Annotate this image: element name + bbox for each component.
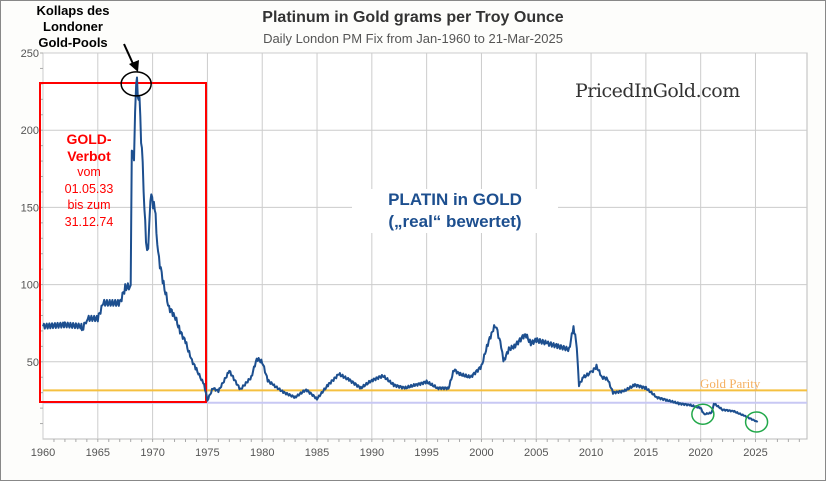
main-annotation-line-2: („real“ bewertet): [388, 212, 522, 231]
x-tick-label: 1960: [31, 447, 55, 459]
x-tick-label: 2000: [469, 447, 493, 459]
ban-line-2: Verbot: [67, 147, 111, 164]
ban-line-1: GOLD-: [66, 131, 112, 147]
ban-line-5: bis zum: [67, 198, 111, 212]
x-tick-label: 1985: [305, 447, 329, 459]
x-tick-label: 2025: [743, 447, 767, 459]
ban-line-6: 31.12.74: [64, 214, 114, 229]
collapse-annotation: Kollaps des Londoner Gold-Pools: [18, 3, 128, 51]
y-tick-label: 50: [27, 357, 39, 369]
x-tick-label: 1995: [414, 447, 438, 459]
x-tick-label: 1980: [250, 447, 274, 459]
x-tick-label: 2015: [634, 447, 658, 459]
x-tick-label: 2020: [688, 447, 712, 459]
collapse-line-3: Gold-Pools: [38, 35, 108, 50]
plot-area: [42, 52, 808, 440]
x-tick-label: 1975: [195, 447, 219, 459]
collapse-line-2: Londoner: [43, 19, 103, 34]
highlight-circle: [120, 71, 152, 97]
gold-ban-annotation: GOLD- Verbot vom 01.05.33 bis zum 31.12.…: [48, 131, 130, 230]
chart-title: Platinum in Gold grams per Troy Ounce: [262, 9, 564, 26]
main-annotation-line-1: PLATIN in GOLD: [388, 190, 522, 209]
highlight-circle: [691, 403, 715, 426]
y-tick-label: 250: [21, 48, 39, 60]
series-line: [42, 76, 759, 423]
watermark-logo: PricedInGold.com: [575, 80, 740, 102]
ban-line-3: vom: [77, 165, 101, 179]
highlight-circle: [744, 411, 769, 433]
y-tick-label: 150: [21, 202, 39, 214]
collapse-arrow: [123, 43, 135, 67]
ban-line-4: 01.05.33: [64, 181, 114, 196]
y-tick-label: 100: [21, 280, 39, 292]
x-tick-label: 2005: [524, 447, 548, 459]
gold-parity-label: Gold Parity: [700, 376, 761, 391]
collapse-line-1: Kollaps des: [36, 3, 110, 18]
main-annotation: PLATIN in GOLD („real“ bewertet): [352, 189, 558, 233]
chart-subtitle: Daily London PM Fix from Jan-1960 to 21-…: [263, 31, 563, 46]
x-tick-label: 1970: [140, 447, 164, 459]
y-tick-label: 200: [21, 125, 39, 137]
collapse-arrowhead: [129, 60, 139, 72]
gold-ban-box: [39, 82, 207, 403]
x-tick-label: 2010: [579, 447, 603, 459]
x-tick-label: 1990: [360, 447, 384, 459]
x-tick-label: 1965: [86, 447, 110, 459]
